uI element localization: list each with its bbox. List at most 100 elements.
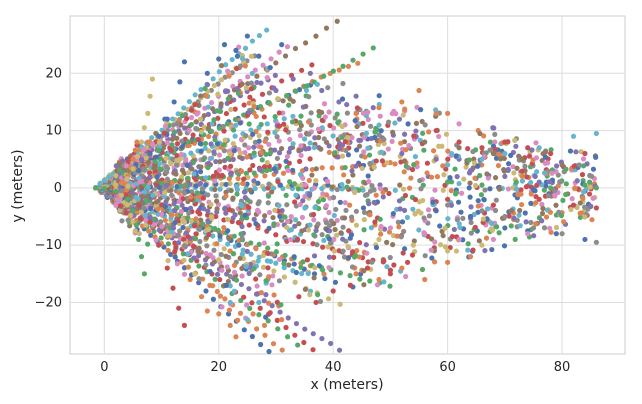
data-point <box>421 147 427 153</box>
data-point <box>445 202 451 208</box>
data-point <box>234 191 240 197</box>
data-point <box>513 179 519 185</box>
data-point <box>325 85 331 91</box>
data-point <box>233 334 239 340</box>
data-point <box>274 317 280 323</box>
data-point <box>326 254 333 260</box>
data-point <box>490 236 497 243</box>
data-point <box>432 239 438 245</box>
data-point <box>134 139 140 145</box>
data-point <box>553 202 559 208</box>
data-point <box>331 248 337 254</box>
data-point <box>272 147 278 153</box>
data-point <box>223 193 229 199</box>
data-point <box>218 63 225 69</box>
data-point <box>533 200 539 206</box>
data-point <box>298 143 304 149</box>
data-point <box>398 140 404 146</box>
data-point <box>233 277 240 283</box>
data-point <box>250 162 256 169</box>
data-point <box>542 154 548 160</box>
data-point <box>125 183 131 189</box>
data-point <box>220 123 226 130</box>
data-point <box>125 217 131 223</box>
data-point <box>181 271 188 277</box>
data-point <box>582 236 588 243</box>
data-point <box>326 149 332 156</box>
data-point <box>456 180 462 187</box>
data-point <box>215 115 221 121</box>
data-point <box>487 147 493 153</box>
data-point <box>303 40 309 46</box>
data-point <box>349 249 356 255</box>
data-point <box>168 148 174 154</box>
data-point <box>248 251 254 257</box>
data-point <box>529 147 535 153</box>
data-point <box>132 228 138 234</box>
data-point <box>541 170 548 176</box>
data-point <box>211 259 218 265</box>
data-point <box>525 145 531 151</box>
data-point <box>497 156 504 162</box>
data-point <box>284 202 290 208</box>
data-point <box>339 96 346 102</box>
data-point <box>344 101 350 108</box>
data-point <box>258 149 264 156</box>
data-point <box>281 265 287 271</box>
data-point <box>273 232 279 238</box>
data-point <box>460 215 466 221</box>
data-point <box>506 213 512 219</box>
data-point <box>326 265 332 271</box>
data-point <box>421 215 427 221</box>
data-point <box>337 270 344 276</box>
data-point <box>291 261 297 267</box>
data-point <box>345 63 352 69</box>
data-point <box>263 314 269 320</box>
data-point <box>289 119 296 125</box>
x-tick-label: 20 <box>210 360 227 375</box>
data-point <box>239 235 245 241</box>
data-point <box>218 251 224 258</box>
data-point <box>304 83 310 89</box>
data-point <box>453 248 460 254</box>
data-point <box>145 241 151 247</box>
data-point <box>203 182 209 188</box>
x-tick-label: 60 <box>439 360 456 375</box>
data-point <box>234 169 240 175</box>
data-point <box>203 175 209 181</box>
data-point <box>246 121 252 127</box>
data-point <box>179 138 185 144</box>
data-point <box>392 161 398 167</box>
data-point <box>367 212 373 218</box>
data-point <box>170 156 176 162</box>
data-point <box>331 236 337 243</box>
data-point <box>484 171 490 177</box>
data-point <box>572 185 578 191</box>
data-point <box>188 150 194 156</box>
data-point <box>347 282 353 288</box>
data-point <box>288 214 294 220</box>
data-point <box>356 137 362 143</box>
data-point <box>217 186 223 192</box>
data-point <box>193 216 199 222</box>
data-point <box>281 116 287 122</box>
data-point <box>188 218 194 224</box>
data-point <box>577 214 583 220</box>
data-point <box>198 217 204 223</box>
data-point <box>276 138 282 144</box>
data-point <box>172 249 178 255</box>
data-point <box>153 237 159 243</box>
data-point <box>262 173 268 179</box>
data-point <box>394 233 400 239</box>
data-point <box>405 121 411 127</box>
data-point <box>310 211 317 218</box>
data-point <box>314 81 320 87</box>
data-point <box>403 273 409 280</box>
data-point <box>321 101 328 107</box>
data-point <box>156 227 162 233</box>
data-point <box>577 210 583 216</box>
data-point <box>259 91 266 97</box>
data-point <box>468 230 474 236</box>
data-point <box>299 186 305 192</box>
data-point <box>525 231 531 237</box>
